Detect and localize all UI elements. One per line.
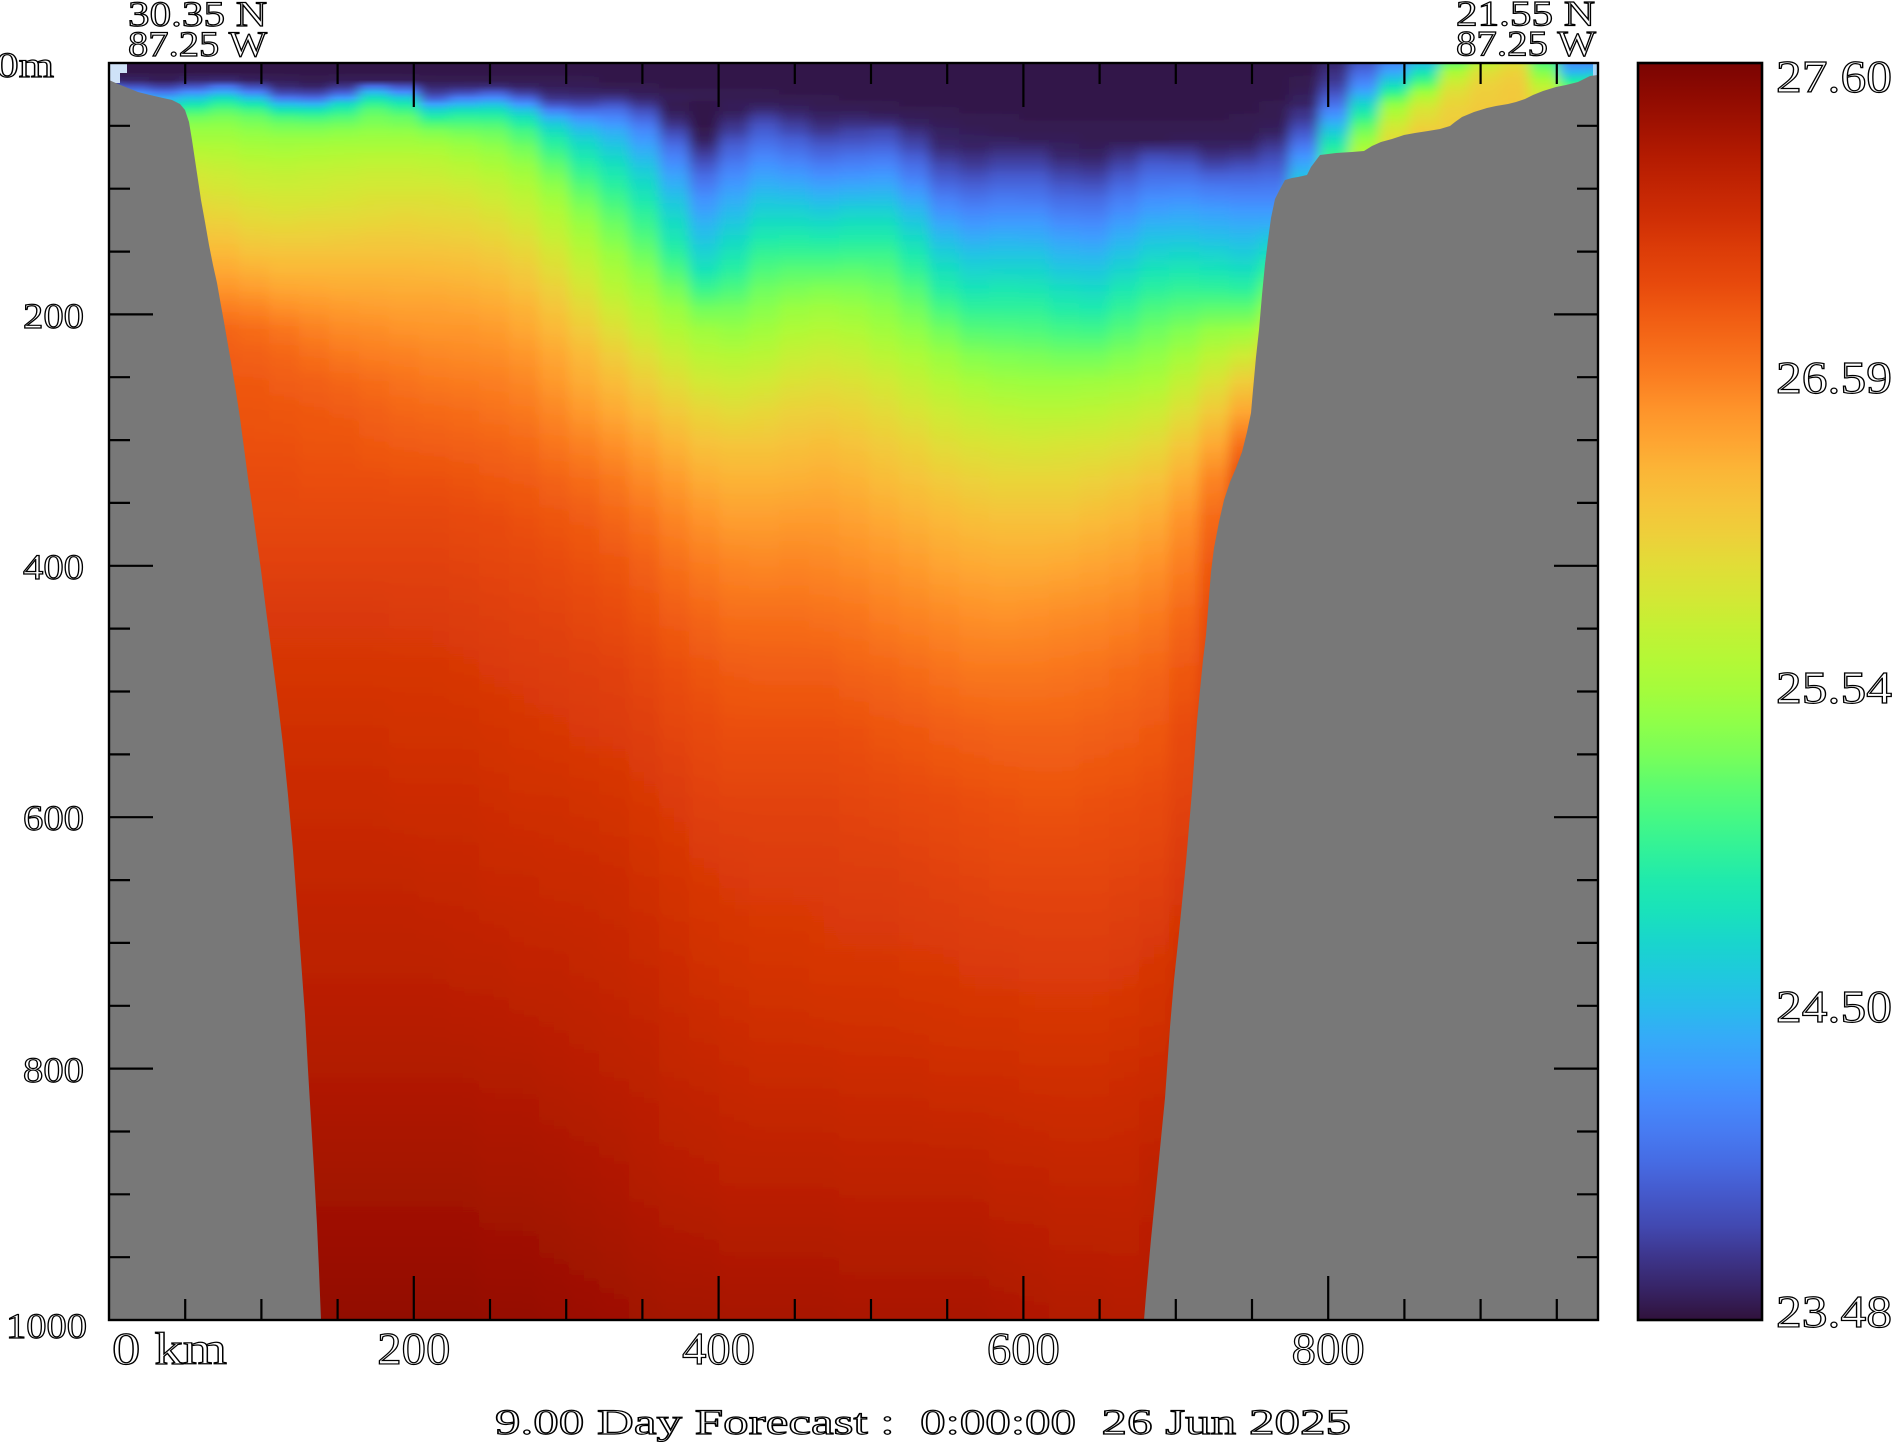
svg-text:26.59: 26.59 [1776, 353, 1892, 403]
svg-text:600: 600 [987, 1324, 1060, 1374]
svg-text:87.25 W: 87.25 W [1456, 24, 1596, 64]
svg-text:27.60: 27.60 [1776, 52, 1892, 102]
svg-text:800: 800 [23, 1050, 84, 1090]
svg-text:23.48: 23.48 [1776, 1287, 1892, 1337]
svg-text:200: 200 [377, 1324, 450, 1374]
svg-text:30.35 N: 30.35 N [128, 0, 267, 34]
svg-text:600: 600 [23, 798, 84, 838]
svg-text:21.55 N: 21.55 N [1456, 0, 1595, 34]
svg-text:400: 400 [23, 547, 84, 587]
svg-text:24.50: 24.50 [1776, 982, 1892, 1032]
svg-text:200: 200 [23, 296, 84, 336]
svg-text:87.25 W: 87.25 W [128, 24, 267, 64]
svg-text:800: 800 [1292, 1324, 1365, 1374]
svg-text:0 km: 0 km [112, 1324, 227, 1374]
svg-text:1000: 1000 [6, 1306, 87, 1346]
svg-text:400: 400 [682, 1324, 755, 1374]
svg-text:25.54: 25.54 [1776, 663, 1892, 713]
svg-text:9.00 Day Forecast : 0:00:00: 9.00 Day Forecast : 0:00:00 26 Jun 2025 [495, 1402, 1351, 1442]
svg-text:0m: 0m [0, 45, 54, 85]
